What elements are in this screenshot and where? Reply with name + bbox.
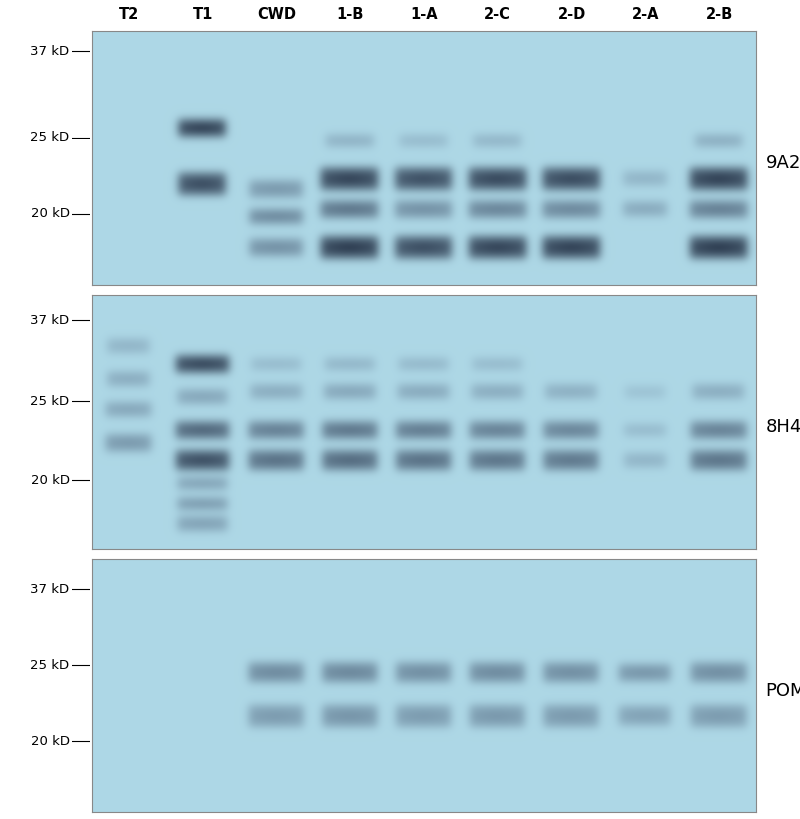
Text: 20 kD: 20 kD — [30, 207, 70, 220]
Text: 9A2: 9A2 — [766, 154, 800, 172]
Text: 20 kD: 20 kD — [30, 473, 70, 486]
Text: 25 kD: 25 kD — [30, 658, 70, 672]
Text: 37 kD: 37 kD — [30, 45, 70, 58]
Text: CWD: CWD — [257, 7, 296, 21]
Text: T2: T2 — [118, 7, 139, 21]
Text: 2-B: 2-B — [706, 7, 733, 21]
Text: 25 kD: 25 kD — [30, 131, 70, 144]
Text: 1-B: 1-B — [337, 7, 364, 21]
Text: 2-A: 2-A — [631, 7, 659, 21]
Text: 1-A: 1-A — [410, 7, 438, 21]
Text: T1: T1 — [193, 7, 213, 21]
Text: 8H4: 8H4 — [766, 418, 800, 436]
Text: 2-C: 2-C — [484, 7, 511, 21]
Text: 20 kD: 20 kD — [30, 735, 70, 748]
Text: 2-D: 2-D — [558, 7, 586, 21]
Text: POM19: POM19 — [766, 681, 800, 699]
Text: 37 kD: 37 kD — [30, 314, 70, 327]
Text: 25 kD: 25 kD — [30, 395, 70, 408]
Text: 37 kD: 37 kD — [30, 582, 70, 595]
